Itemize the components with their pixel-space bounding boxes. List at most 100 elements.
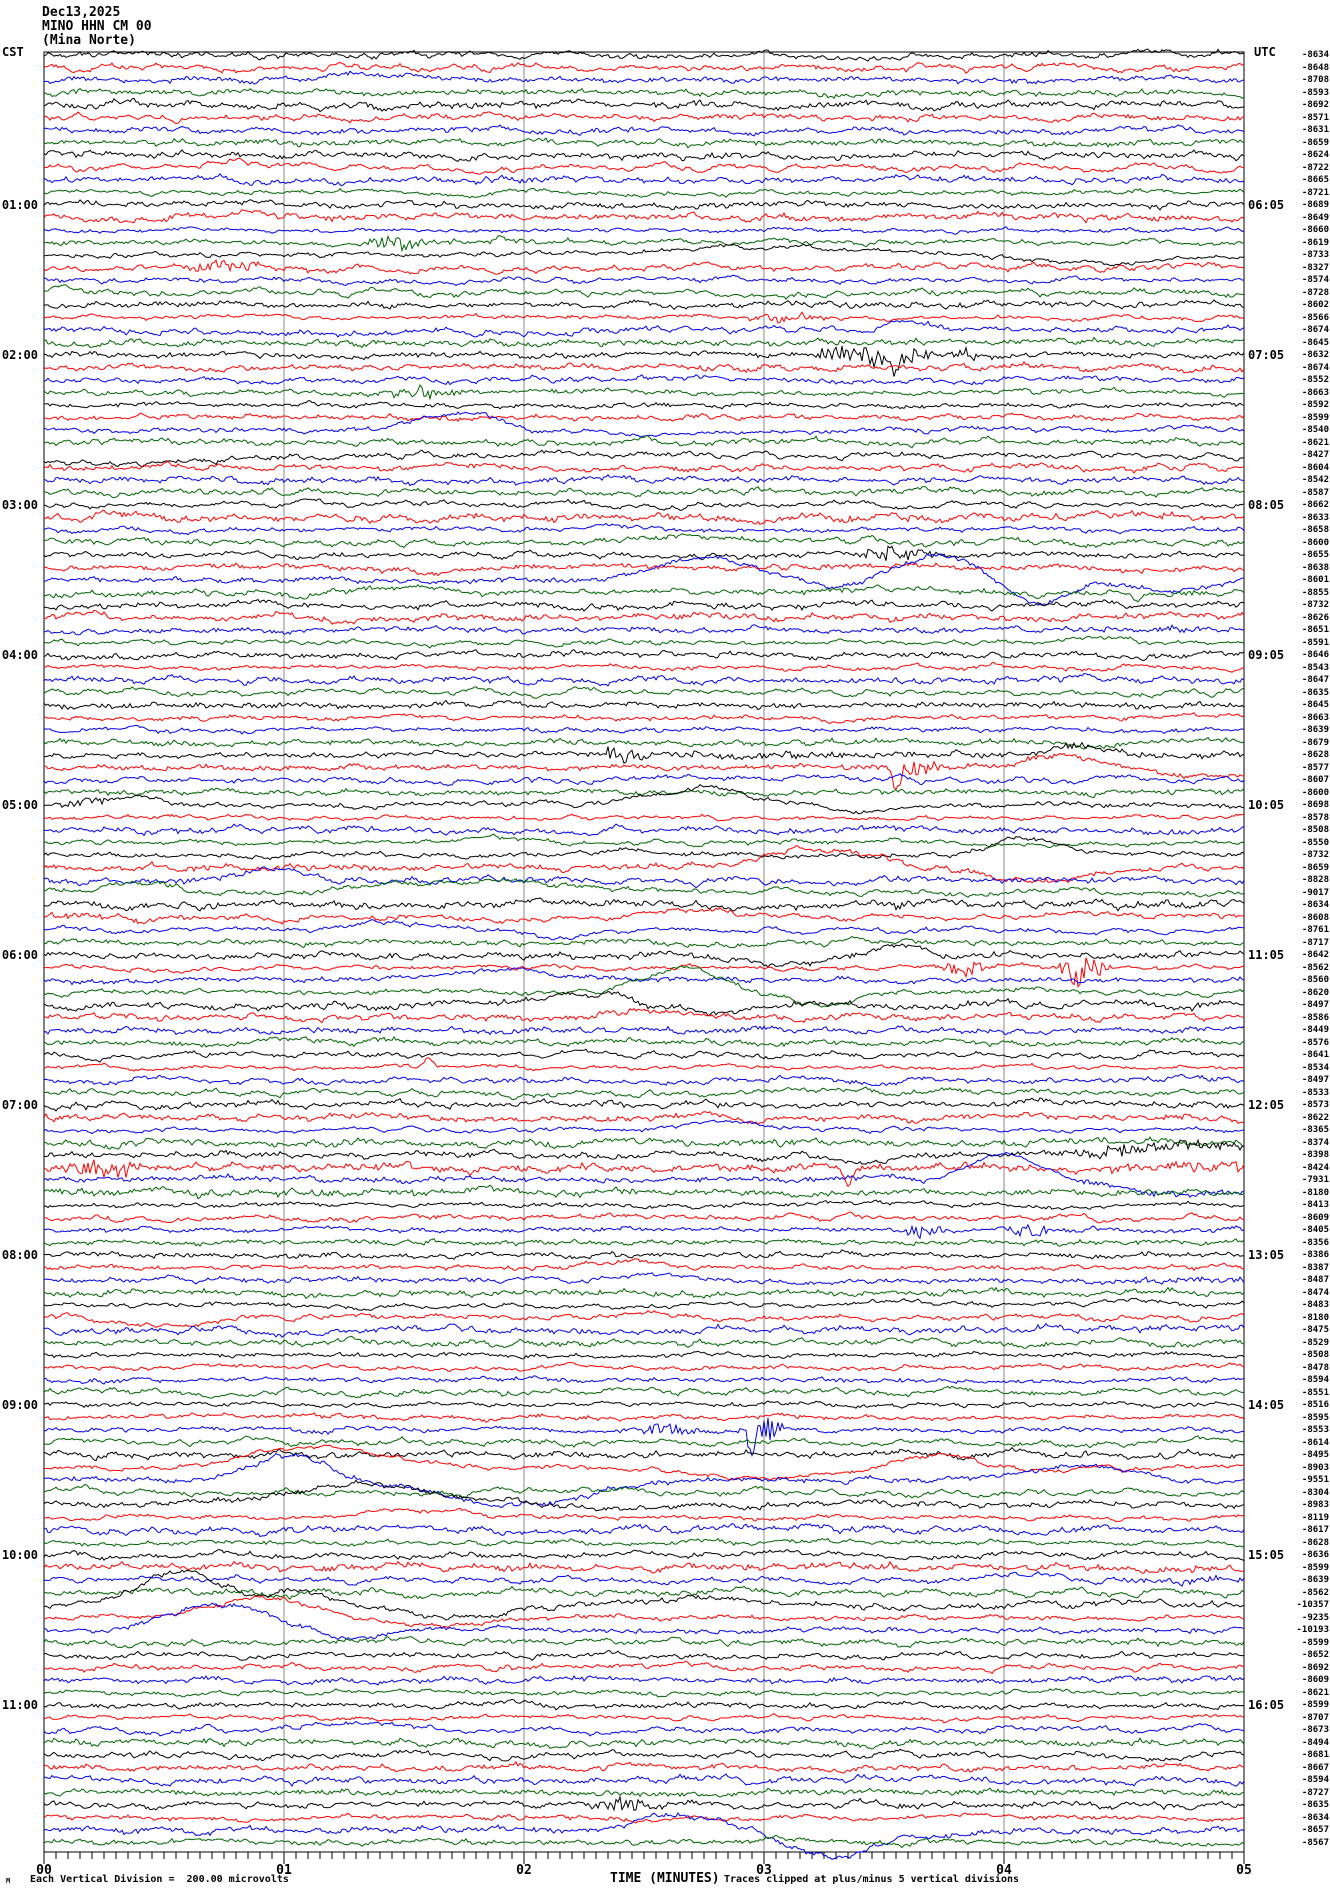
trace-row-74 bbox=[43, 967, 1245, 986]
trace-value: -8497 bbox=[1301, 1000, 1329, 1010]
x-tick-label: 05 bbox=[1236, 1863, 1252, 1878]
trace-value: -8386 bbox=[1301, 1250, 1329, 1260]
trace-value: -8655 bbox=[1301, 550, 1329, 560]
trace-value: -8692 bbox=[1301, 1662, 1329, 1673]
trace-row-44 bbox=[43, 598, 1245, 612]
trace-value: -7931 bbox=[1301, 1175, 1329, 1185]
trace-value: -8543 bbox=[1301, 662, 1329, 673]
trace-row-61 bbox=[43, 813, 1245, 822]
trace-row-134 bbox=[43, 1720, 1245, 1737]
trace-row-111 bbox=[43, 1435, 1245, 1449]
trace-value: -8717 bbox=[1301, 937, 1329, 948]
x-tick-label: 01 bbox=[276, 1863, 292, 1878]
hour-label-right: 08:05 bbox=[1248, 498, 1285, 512]
trace-row-105 bbox=[43, 1361, 1245, 1373]
trace-value: -8628 bbox=[1301, 750, 1329, 760]
trace-row-54 bbox=[43, 724, 1245, 735]
hour-label-left: 02:00 bbox=[1, 348, 38, 362]
trace-row-39 bbox=[43, 533, 1245, 549]
trace-row-141 bbox=[43, 1812, 1245, 1824]
trace-value: -8508 bbox=[1301, 1350, 1329, 1360]
trace-row-112 bbox=[43, 1446, 1245, 1462]
trace-value: -8614 bbox=[1301, 1437, 1329, 1448]
trace-row-125 bbox=[43, 1595, 1245, 1629]
trace-value: -8855 bbox=[1301, 587, 1329, 598]
trace-value: -8119 bbox=[1301, 1512, 1329, 1523]
trace-value: -8533 bbox=[1301, 1087, 1329, 1098]
trace-value: -8591 bbox=[1301, 637, 1329, 648]
trace-row-94 bbox=[43, 1223, 1245, 1240]
trace-row-3 bbox=[43, 87, 1245, 100]
trace-row-126 bbox=[43, 1602, 1245, 1640]
trace-value: -8681 bbox=[1301, 1750, 1329, 1760]
trace-value: -8540 bbox=[1301, 425, 1329, 435]
trace-value: -8674 bbox=[1301, 325, 1329, 335]
trace-value: -8608 bbox=[1301, 912, 1329, 923]
trace-value: -8587 bbox=[1301, 487, 1329, 498]
trace-row-114 bbox=[43, 1452, 1245, 1508]
trace-value: -8667 bbox=[1301, 1762, 1329, 1773]
trace-value: -8387 bbox=[1301, 1262, 1329, 1273]
trace-row-130 bbox=[43, 1674, 1245, 1686]
trace-value: -8652 bbox=[1301, 1650, 1329, 1660]
trace-row-107 bbox=[43, 1385, 1245, 1399]
trace-row-16 bbox=[43, 243, 1245, 267]
trace-row-49 bbox=[44, 661, 1245, 673]
trace-value: -8639 bbox=[1301, 725, 1329, 735]
trace-row-30 bbox=[43, 411, 1245, 438]
hour-label-left: 03:00 bbox=[1, 498, 38, 512]
trace-row-38 bbox=[43, 522, 1245, 536]
trace-row-50 bbox=[43, 672, 1245, 687]
x-tick-label: 00 bbox=[36, 1863, 52, 1878]
trace-row-58 bbox=[43, 773, 1245, 787]
trace-row-6 bbox=[43, 124, 1245, 137]
trace-row-14 bbox=[43, 226, 1245, 235]
hour-label-right: 06:05 bbox=[1248, 198, 1285, 212]
trace-value: -8516 bbox=[1301, 1400, 1329, 1410]
trace-row-84 bbox=[43, 1097, 1245, 1112]
trace-value: -8534 bbox=[1301, 1062, 1329, 1073]
trace-row-68 bbox=[43, 897, 1245, 912]
trace-value: -8642 bbox=[1301, 950, 1329, 960]
trace-row-104 bbox=[43, 1350, 1245, 1360]
trace-row-59 bbox=[43, 787, 1245, 799]
trace-row-11 bbox=[43, 187, 1245, 199]
trace-value: -8662 bbox=[1301, 500, 1329, 510]
trace-row-88 bbox=[43, 1138, 1245, 1165]
trace-row-60 bbox=[44, 784, 1245, 815]
trace-value: -8551 bbox=[1301, 1387, 1329, 1398]
trace-row-138 bbox=[43, 1773, 1245, 1788]
trace-value: -8635 bbox=[1301, 1800, 1329, 1810]
trace-row-81 bbox=[43, 1057, 1245, 1072]
trace-row-43 bbox=[43, 583, 1245, 603]
trace-row-4 bbox=[43, 97, 1245, 113]
trace-value: -8413 bbox=[1301, 1200, 1329, 1210]
trace-row-116 bbox=[43, 1479, 1245, 1512]
hour-label-left: 07:00 bbox=[1, 1098, 38, 1112]
trace-row-7 bbox=[43, 137, 1245, 149]
trace-value: -8573 bbox=[1301, 1100, 1329, 1110]
trace-row-92 bbox=[43, 1199, 1245, 1211]
trace-value: -8628 bbox=[1301, 1537, 1329, 1548]
trace-row-139 bbox=[43, 1787, 1245, 1798]
trace-row-56 bbox=[44, 741, 1245, 764]
trace-row-10 bbox=[43, 173, 1245, 187]
trace-value: -8478 bbox=[1301, 1362, 1329, 1373]
trace-row-122 bbox=[43, 1571, 1245, 1587]
trace-value: -8600 bbox=[1301, 787, 1329, 798]
trace-row-21 bbox=[43, 311, 1245, 324]
trace-row-103 bbox=[43, 1335, 1245, 1349]
trace-value: -8632 bbox=[1301, 350, 1329, 360]
trace-value: -8497 bbox=[1301, 1075, 1329, 1085]
trace-row-98 bbox=[43, 1272, 1245, 1286]
trace-row-51 bbox=[43, 686, 1245, 699]
trace-row-40 bbox=[43, 545, 1245, 561]
title-station: MINO HHN CM 00 bbox=[42, 19, 152, 34]
trace-value: -8707 bbox=[1301, 1712, 1329, 1723]
trace-row-132 bbox=[43, 1698, 1245, 1711]
trace-row-8 bbox=[43, 149, 1245, 163]
trace-value: -8727 bbox=[1301, 1787, 1329, 1798]
trace-value: -8665 bbox=[1301, 175, 1329, 185]
trace-row-31 bbox=[43, 434, 1245, 449]
x-tick-label: 02 bbox=[516, 1863, 532, 1878]
